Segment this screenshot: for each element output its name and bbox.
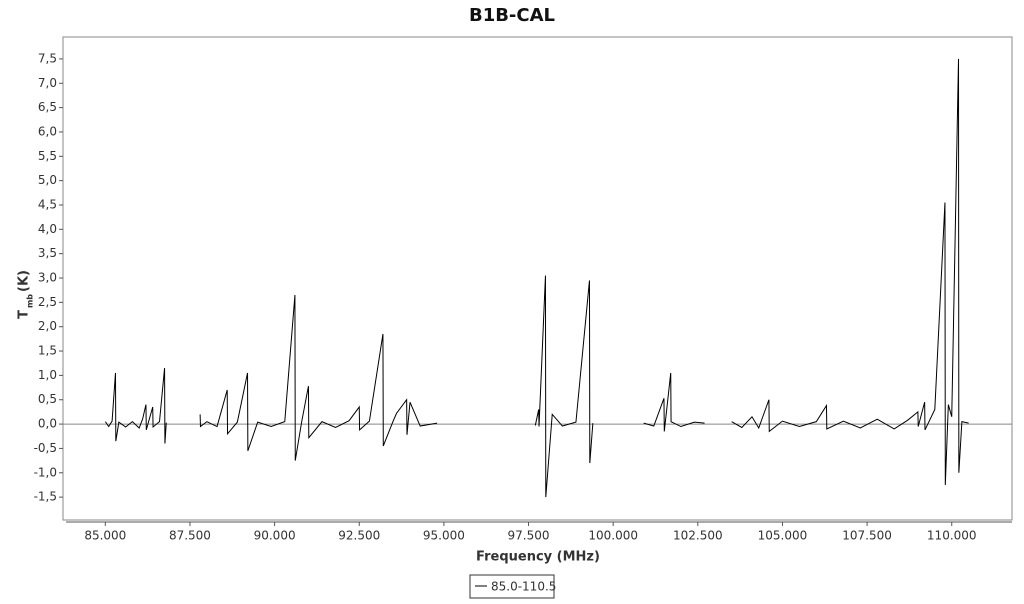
legend-label: 85.0-110.5 <box>491 580 556 594</box>
y-tick-label: -0,5 <box>34 441 57 455</box>
x-tick-label: 87.500 <box>169 529 211 543</box>
y-tick-label: 1,5 <box>38 344 57 358</box>
y-tick-label: 3,0 <box>38 271 57 285</box>
legend <box>469 574 555 599</box>
y-tick-label: 2,0 <box>38 319 57 333</box>
x-tick-label: 97.500 <box>508 529 550 543</box>
x-tick-label: 92.500 <box>338 529 380 543</box>
y-label-sub: mb <box>26 294 35 308</box>
chart-title: B1B-CAL <box>469 5 555 26</box>
y-tick-label: 2,5 <box>38 295 57 309</box>
y-tick-label: 7,0 <box>38 76 57 90</box>
y-tick-label: 7,5 <box>38 51 57 65</box>
x-tick-label: 102.500 <box>673 529 723 543</box>
y-label-main: T <box>17 310 32 319</box>
x-tick-label: 107.500 <box>842 529 892 543</box>
x-tick-label: 85.000 <box>84 529 126 543</box>
y-label-unit: (K) <box>17 270 32 292</box>
y-tick-label: 6,0 <box>38 124 57 138</box>
x-tick-label: 105.000 <box>758 529 808 543</box>
y-tick-label: 3,5 <box>38 246 57 260</box>
y-tick-label: 0,0 <box>38 417 57 431</box>
series-line <box>104 58 969 498</box>
y-tick-label: 6,5 <box>38 100 57 114</box>
y-tick-label: 0,5 <box>38 392 57 406</box>
y-tick-label: 5,0 <box>38 173 57 187</box>
x-axis-label: Frequency (MHz) <box>476 550 600 565</box>
y-tick-label: -1,5 <box>34 490 57 504</box>
x-tick-label: 90.000 <box>254 529 296 543</box>
y-tick-label: 4,5 <box>38 197 57 211</box>
x-tick-label: 110.000 <box>927 529 977 543</box>
y-tick-label: 4,0 <box>38 222 57 236</box>
x-tick-label: 100.000 <box>588 529 638 543</box>
y-axis-label: T mb (K) <box>17 270 35 319</box>
y-tick-label: 1,0 <box>38 368 57 382</box>
plot-frame <box>62 36 1013 521</box>
y-tick-label: -1,0 <box>34 465 57 479</box>
x-tick-label: 95.000 <box>423 529 465 543</box>
y-tick-label: 5,5 <box>38 149 57 163</box>
